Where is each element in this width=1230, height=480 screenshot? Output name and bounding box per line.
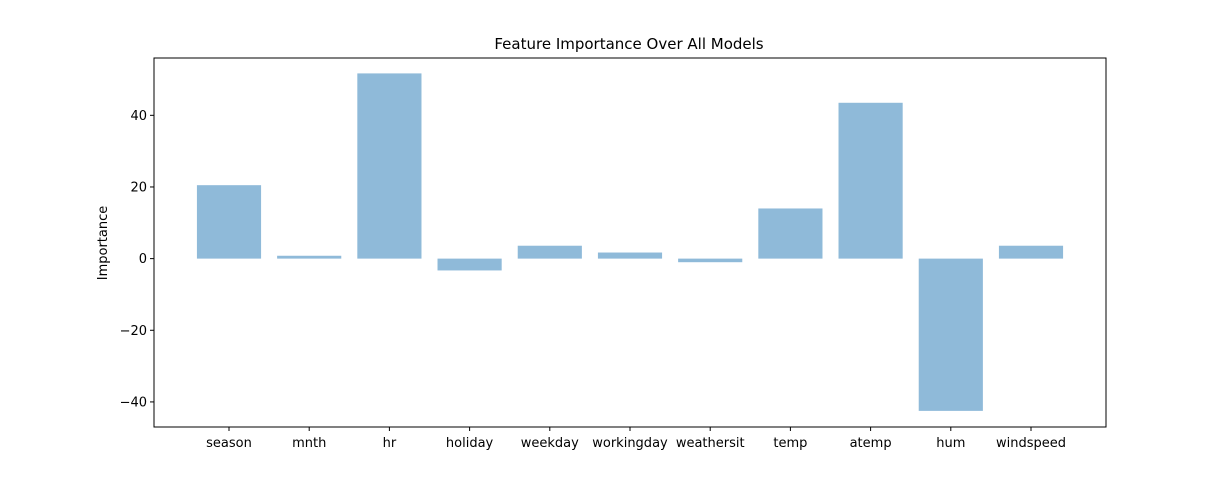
chart-title: Feature Importance Over All Models: [494, 35, 763, 53]
bar-atemp: [838, 102, 903, 259]
x-tick-label: weekday: [521, 436, 579, 451]
x-axis: season mnth hr holiday weekday workingday weat…: [206, 427, 1066, 451]
bar-weekday: [517, 245, 582, 259]
x-tick-label: windspeed: [996, 436, 1066, 451]
bar-season: [196, 185, 262, 259]
bar-hum: [918, 258, 983, 411]
y-tick-label: 0: [139, 252, 147, 267]
y-tick-label: 20: [130, 180, 147, 195]
bar-weathersit: [678, 258, 743, 263]
x-tick-label: workingday: [592, 436, 668, 451]
x-tick-label: atemp: [850, 436, 892, 451]
x-tick-label: hum: [936, 436, 965, 451]
y-axis-label: Importance: [96, 206, 111, 281]
bars-group: [196, 73, 1064, 411]
y-tick-label: −40: [120, 395, 147, 410]
x-tick-label: season: [206, 436, 252, 451]
bar-temp: [758, 208, 823, 259]
x-tick-label: weathersit: [676, 436, 745, 451]
x-tick-label: holiday: [446, 436, 494, 451]
bar-mnth: [277, 255, 342, 259]
bar-hr: [357, 73, 422, 259]
y-axis: −40 −20 0 20 40: [120, 109, 154, 410]
x-tick-label: hr: [383, 436, 397, 451]
bar-holiday: [437, 258, 502, 271]
bar-workingday: [597, 252, 663, 259]
y-tick-label: −20: [120, 324, 147, 339]
x-tick-label: mnth: [292, 436, 326, 451]
x-tick-label: temp: [773, 436, 807, 451]
y-tick-label: 40: [130, 109, 147, 124]
bar-windspeed: [998, 245, 1064, 259]
